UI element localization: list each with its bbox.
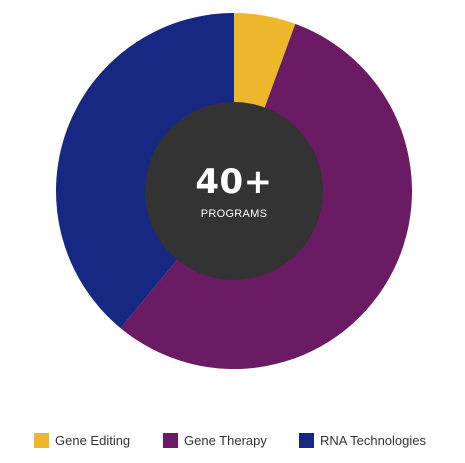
donut-chart: 40+ PROGRAMS bbox=[56, 13, 413, 370]
legend-swatch-gene-editing bbox=[34, 432, 49, 448]
legend-swatch-gene-therapy bbox=[163, 432, 178, 448]
legend-label-gene-editing: Gene Editing bbox=[55, 432, 131, 448]
legend: Gene Editing Gene Therapy RNA Technologi… bbox=[0, 431, 465, 449]
slice-rna-technologies[interactable] bbox=[56, 13, 234, 329]
legend-label-gene-therapy: Gene Therapy bbox=[184, 432, 267, 448]
center-value: 40+ bbox=[195, 162, 272, 202]
legend-item-gene-therapy[interactable]: Gene Therapy bbox=[163, 431, 267, 449]
center-label: PROGRAMS bbox=[201, 208, 268, 220]
legend-item-gene-editing[interactable]: Gene Editing bbox=[34, 431, 130, 449]
legend-item-rna-technologies[interactable]: RNA Technologies bbox=[299, 431, 426, 449]
legend-swatch-rna-technologies bbox=[299, 432, 314, 448]
legend-label-rna-technologies: RNA Technologies bbox=[320, 432, 426, 448]
center-hole bbox=[145, 102, 323, 280]
